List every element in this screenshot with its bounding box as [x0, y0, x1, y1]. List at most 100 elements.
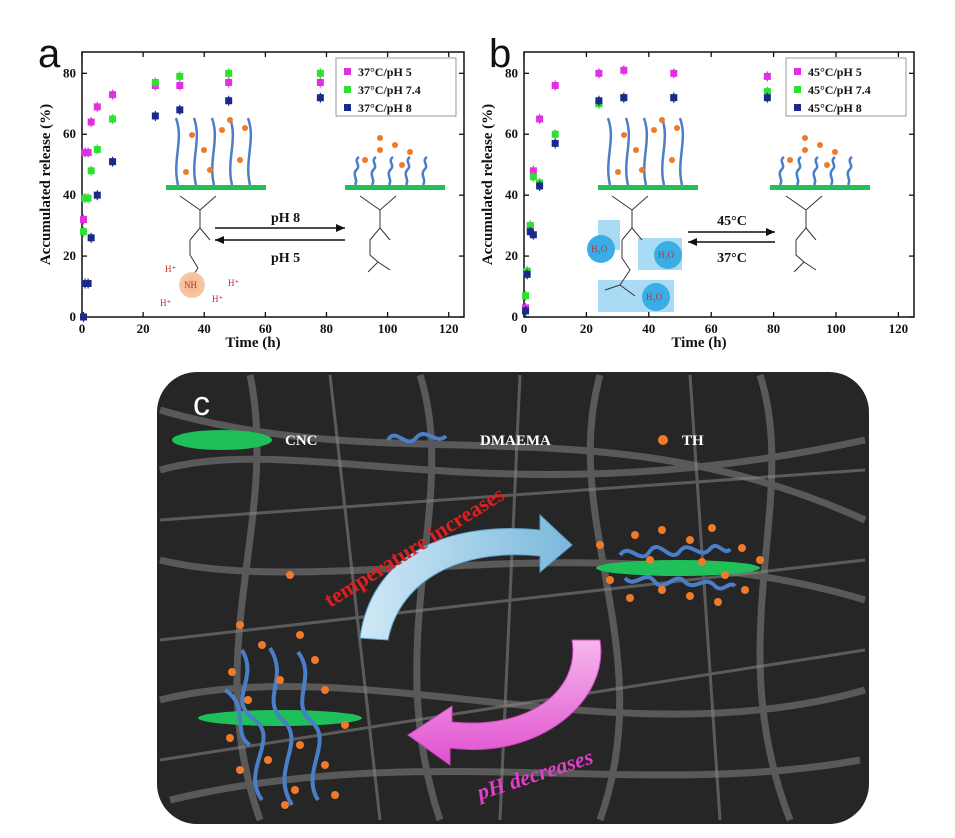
chart-b-point-series-1 [529, 173, 537, 181]
panel-c-legend: CNC DMAEMA TH [172, 430, 704, 450]
panel-a-inset: NH H⁺ H⁺ H⁺ H⁺ pH 8 pH 5 [160, 117, 445, 308]
chart-a-point-series-1 [176, 72, 184, 80]
water-label-3: H₂O [646, 292, 663, 302]
chart-a-point-series-1 [316, 69, 324, 77]
chart-a-point-series-0 [176, 82, 184, 90]
chart-a-x-tick-label: 120 [439, 321, 459, 336]
chart-b-legend-marker-1 [794, 86, 801, 93]
chart-a-point-series-1 [109, 115, 117, 123]
chart-a-point-series-1 [87, 167, 95, 175]
chart-a-point-series-1 [225, 69, 233, 77]
chart-b-point-series-2 [595, 97, 603, 105]
dmaema-legend-label: DMAEMA [480, 433, 551, 449]
collapsed-state-graphic [596, 524, 764, 606]
chart-b-x-tick-label: 80 [767, 321, 780, 336]
cnc-sheet-b2 [770, 135, 870, 190]
chart-a-legend-label-1: 37°C/pH 7.4 [358, 83, 421, 97]
chart-b-point-series-2 [620, 94, 628, 102]
chart-b-point-series-0 [670, 69, 678, 77]
th-legend-icon [658, 435, 668, 445]
cnc-legend-label: CNC [285, 433, 318, 449]
chart-a-point-series-1 [80, 228, 88, 236]
chart-a-x-tick-label: 40 [198, 321, 211, 336]
chart-a-legend-label-0: 37°C/pH 5 [358, 65, 412, 79]
chart-a-point-series-2 [93, 191, 101, 199]
svg-text:H⁺: H⁺ [212, 294, 223, 304]
chart-a-point-series-2 [151, 112, 159, 120]
chart-b-x-axis-label: Time (h) [671, 335, 726, 351]
chart-a-x-tick-label: 100 [378, 321, 398, 336]
polymer-structure-a1: NH H⁺ H⁺ H⁺ H⁺ [160, 195, 239, 308]
cnc-sheet-a1 [166, 117, 266, 190]
chart-b-point-series-1 [522, 292, 530, 300]
chart-a-point-series-1 [93, 145, 101, 153]
chart-a-x-tick-label: 20 [137, 321, 150, 336]
chart-b-point-series-0 [763, 72, 771, 80]
cnc-legend-icon [172, 430, 272, 450]
chart-b-point-series-2 [670, 94, 678, 102]
extended-state-graphic [198, 571, 362, 809]
chart-b-x-tick-label: 100 [826, 321, 846, 336]
chart-a-y-tick-label: 20 [63, 248, 76, 263]
condition-label-ph8: pH 8 [271, 211, 300, 226]
panel-b-inset: H₂O H₂O H₂O 45°C 37°C [587, 117, 870, 312]
chart-a-y-tick-label: 60 [63, 126, 76, 141]
chart-b-x-tick-label: 0 [521, 321, 528, 336]
chart-b-y-tick-label: 20 [505, 248, 518, 263]
panel-b-letter: b [489, 32, 512, 76]
svg-text:H⁺: H⁺ [160, 298, 171, 308]
chart-b-point-series-0 [620, 66, 628, 74]
chart-a-point-series-2 [84, 279, 92, 287]
chart-a-point-series-1 [84, 194, 92, 202]
chart-a-legend-box [335, 57, 457, 117]
chart-b-point-series-2 [523, 270, 531, 278]
chart-a-point-series-0 [87, 118, 95, 126]
chart-a-y-tick-label: 40 [63, 187, 76, 202]
water-label-1: H₂O [591, 244, 608, 254]
svg-text:H⁺: H⁺ [165, 264, 176, 274]
condition-label-45c: 45°C [717, 214, 747, 229]
chart-a-point-series-2 [109, 158, 117, 166]
chart-a-point-series-2 [316, 94, 324, 102]
ph-switch-arrows: pH 8 pH 5 [215, 211, 345, 266]
chart-a-point-series-0 [225, 78, 233, 86]
chart-b-point-series-1 [526, 222, 534, 230]
panel-a-letter: a [38, 32, 61, 76]
chart-a-x-tick-label: 0 [79, 321, 86, 336]
chart-b-legend-marker-2 [794, 104, 801, 111]
chart-a: 0 20 40 60 80 100 120 0 20 40 60 80 Time (h) Accumula… [38, 51, 465, 351]
chart-a-x-axis-label: Time (h) [225, 335, 280, 351]
chart-a-point-series-0 [316, 78, 324, 86]
chart-a-point-series-0 [93, 103, 101, 111]
chart-a-x-tick-label: 80 [320, 321, 333, 336]
panel-c-letter: c [193, 385, 210, 423]
chart-b-point-series-2 [522, 307, 530, 315]
chart-b-point-series-0 [536, 115, 544, 123]
chart-b-point-series-1 [763, 88, 771, 96]
fiber-mesh-thin [159, 374, 866, 821]
chart-b-legend-marker-0 [794, 68, 801, 75]
chart-a-point-series-0 [84, 149, 92, 157]
water-label-2: H₂O [658, 250, 675, 260]
chart-b-legend-label-1: 45°C/pH 7.4 [808, 83, 871, 97]
chart-b: 0 20 40 60 80 100 120 0 20 40 60 80 Time (h) Accumula… [480, 51, 915, 351]
th-legend-label: TH [682, 433, 704, 449]
chart-b-y-tick-label: 40 [505, 187, 518, 202]
chart-a-plot-frame [81, 51, 465, 318]
chart-a-point-series-2 [80, 313, 88, 321]
chart-b-x-tick-label: 20 [580, 321, 593, 336]
chart-b-y-axis-label: Accumulated release (%) [480, 104, 496, 265]
dmaema-legend-icon [386, 432, 448, 444]
chart-a-point-series-2 [225, 97, 233, 105]
chart-a-y-tick-label: 0 [70, 309, 77, 324]
chart-a-point-series-2 [87, 234, 95, 242]
chart-b-y-tick-label: 80 [505, 65, 518, 80]
cnc-sheet-a2 [345, 135, 445, 190]
svg-text:NH: NH [184, 280, 197, 290]
chart-b-x-tick-label: 40 [642, 321, 655, 336]
chart-a-point-series-1 [151, 78, 159, 86]
chart-b-legend-label-0: 45°C/pH 5 [808, 65, 862, 79]
svg-text:H⁺: H⁺ [228, 278, 239, 288]
chart-a-y-axis-label: Accumulated release (%) [38, 104, 54, 265]
